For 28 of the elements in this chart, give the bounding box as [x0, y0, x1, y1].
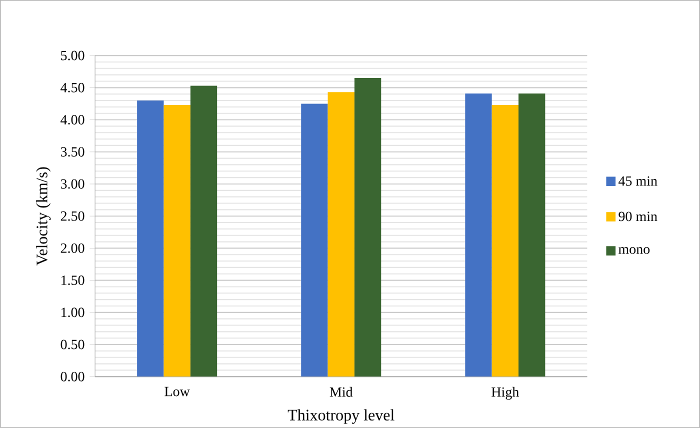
y-tick-label: 4.50 [60, 82, 84, 92]
x-tick-label: Mid [330, 386, 353, 397]
bar [354, 78, 382, 376]
bar [328, 92, 354, 376]
bar [492, 104, 518, 376]
legend-label: 90 min [618, 211, 658, 221]
x-axis-title: Thixotropy level [288, 409, 394, 424]
bar [190, 86, 218, 376]
bar [137, 100, 164, 376]
y-tick-label: 0.00 [60, 372, 84, 382]
y-tick-label: 5.00 [61, 50, 84, 60]
y-tick-label: 3.00 [60, 179, 84, 188]
bar [518, 93, 546, 376]
y-tick-label: 1.00 [62, 307, 84, 317]
y-tick-label: 1.50 [62, 275, 84, 285]
legend-label: 45 min [618, 176, 658, 186]
bar [465, 93, 492, 376]
legend-label: mono [618, 246, 650, 254]
y-tick-label: 2.00 [60, 243, 84, 253]
y-tick-label: 2.50 [60, 211, 84, 221]
bar [301, 103, 328, 376]
x-tick-label: High [492, 386, 519, 400]
y-tick-label: 4.00 [60, 114, 84, 124]
y-tick-label: 3.50 [60, 146, 84, 156]
y-tick-label: 0.50 [60, 340, 84, 350]
bar [164, 104, 190, 376]
y-axis-title: Velocity (km/s) [36, 166, 51, 266]
x-tick-label: Low [164, 386, 190, 396]
